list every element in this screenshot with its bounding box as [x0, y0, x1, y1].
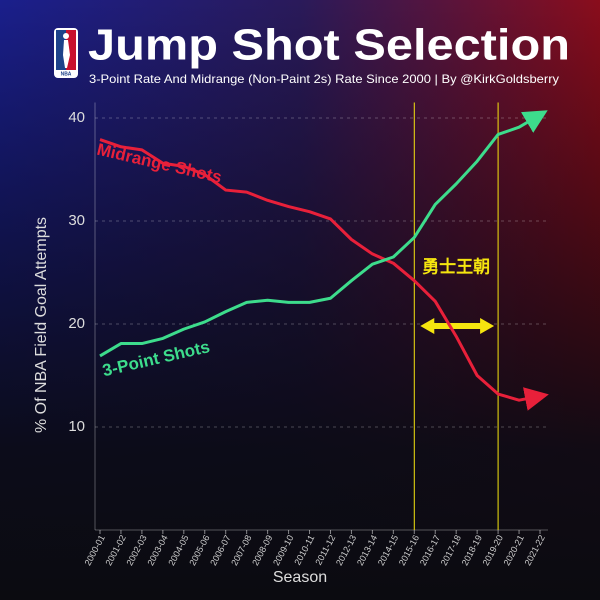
series-line [99, 138, 549, 411]
chart-title: Jump Shot Selection [88, 21, 570, 70]
y-tick-label: 10 [68, 418, 85, 435]
x-axis-label: Season [273, 569, 327, 586]
logo: NBA [54, 28, 78, 78]
chart-subtitle: 3-Point Rate And Midrange (Non-Paint 2s)… [89, 72, 559, 86]
y-tick-label: 40 [68, 109, 85, 126]
highlight-arrow-head [420, 318, 435, 334]
highlight-label: 勇士王朝 [422, 256, 490, 276]
y-tick-label: 30 [68, 212, 85, 229]
logo-text: NBA [61, 71, 72, 77]
highlight-arrow-head [480, 318, 495, 334]
series-line [99, 110, 548, 358]
y-axis-label: % Of NBA Field Goal Attempts [33, 217, 50, 433]
y-tick-label: 20 [68, 315, 85, 332]
